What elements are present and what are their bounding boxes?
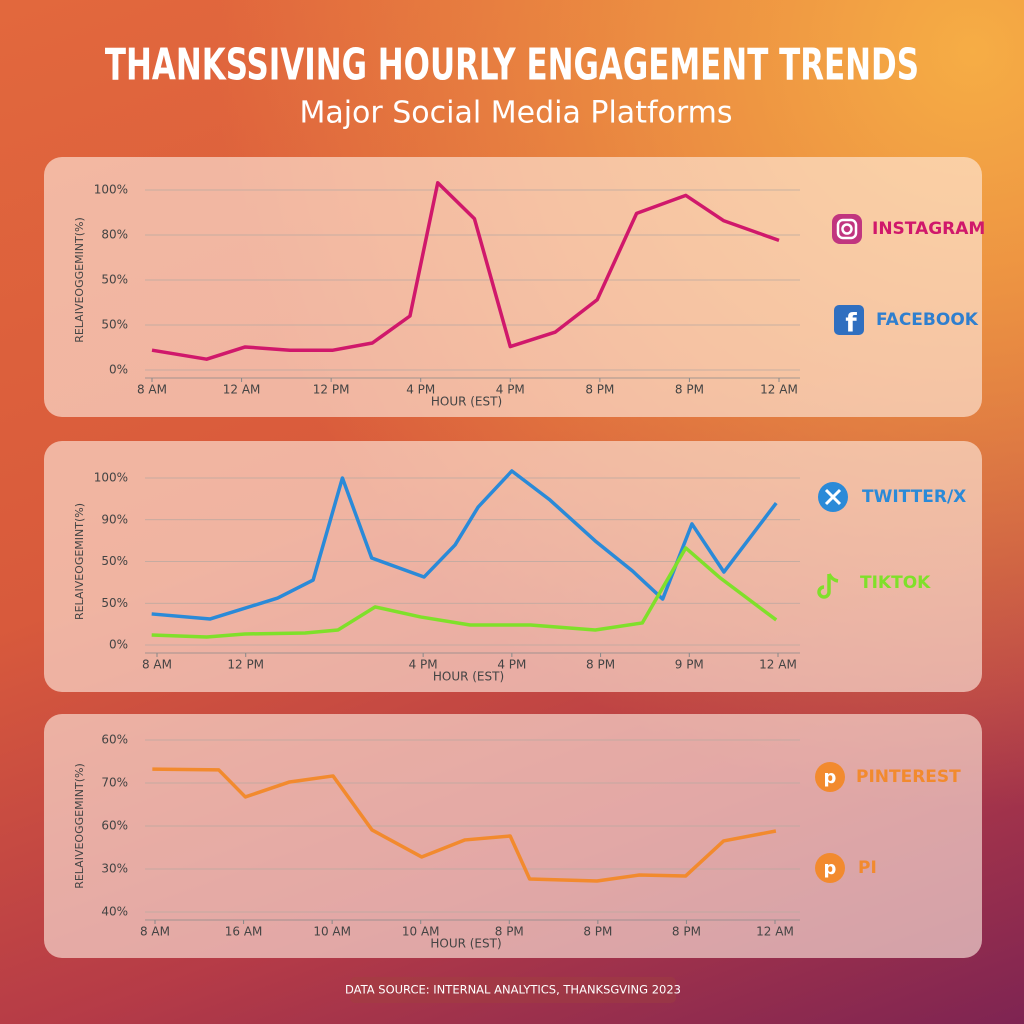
x-tick-label: 4 PM	[409, 658, 438, 672]
x-tick-label: 4 PM	[497, 658, 526, 672]
y-tick-label: 50%	[101, 554, 128, 568]
x-tick-label: 8 PM	[495, 925, 524, 939]
y-tick-label: 30%	[101, 862, 128, 876]
x-tick-label: 8 PM	[675, 383, 704, 397]
svg-text:p: p	[824, 858, 837, 879]
x-tick-label: 8 PM	[586, 658, 615, 672]
y-tick-label: 80%	[101, 228, 128, 242]
x-tick-label: 12 AM	[223, 383, 261, 397]
x-axis-label: HOUR (EST)	[431, 395, 502, 409]
line	[151, 181, 780, 361]
source-box	[350, 977, 676, 1003]
x-axis-label: HOUR (EST)	[430, 937, 501, 951]
x-tick-label: 12 PM	[313, 383, 350, 397]
y-axis-label: RELAIVEOGGEMINT(%)	[73, 217, 86, 343]
subtitle: Major Social Media Platforms	[299, 96, 732, 131]
x-tick-label: 4 PM	[496, 383, 525, 397]
x-tick-label: 12 AM	[760, 383, 798, 397]
x-tick-label: 8 PM	[585, 383, 614, 397]
x-tick-label: 8 AM	[137, 383, 167, 397]
y-tick-label: 0%	[109, 638, 128, 652]
line	[152, 767, 777, 883]
x-tick-label: 10 AM	[313, 925, 351, 939]
legend-label: INSTAGRAM	[872, 219, 985, 239]
svg-text:f: f	[845, 309, 857, 339]
y-tick-label: 90%	[101, 512, 128, 526]
y-tick-label: 50%	[101, 596, 128, 610]
x-axis-label: HOUR (EST)	[433, 670, 504, 684]
y-axis-label: RELAIVEOGEMINT(%)	[73, 503, 86, 620]
panel	[44, 714, 982, 958]
x-tick-label: 9 PM	[675, 658, 704, 672]
x-tick-label: 8 AM	[142, 658, 172, 672]
panel	[44, 157, 982, 417]
y-tick-label: 100%	[94, 183, 128, 197]
y-tick-label: 60%	[101, 819, 128, 833]
y-tick-label: 70%	[101, 776, 128, 790]
x-tick-label: 16 AM	[225, 925, 263, 939]
svg-text:p: p	[824, 767, 837, 788]
panel	[44, 441, 982, 692]
x-tick-label: 12 AM	[759, 658, 797, 672]
y-tick-label: 100%	[94, 471, 128, 485]
y-axis-label: RELAIVEOGGEMINT(%)	[73, 763, 86, 889]
line	[151, 546, 778, 639]
legend-label: PI	[858, 858, 877, 878]
y-tick-label: 40%	[101, 905, 128, 919]
y-tick-label: 50%	[101, 273, 128, 287]
x-tick-label: 10 AM	[402, 925, 440, 939]
x-tick-label: 8 PM	[672, 925, 701, 939]
title: THANKSSIVING HOURLY ENGAGEMENT TRENDS	[105, 40, 919, 91]
y-tick-label: 0%	[109, 363, 128, 377]
x-tick-label: 12 PM	[227, 658, 264, 672]
legend-label: PINTEREST	[856, 767, 961, 787]
legend-label: TWITTER/X	[862, 487, 966, 507]
legend-label: FACEBOOK	[876, 310, 979, 330]
legend-label: TIKTOK	[860, 573, 931, 593]
x-tick-label: 8 AM	[140, 925, 170, 939]
y-tick-label: 50%	[101, 318, 128, 332]
x-tick-label: 4 PM	[406, 383, 435, 397]
x-tick-label: 12 AM	[756, 925, 794, 939]
icons: f p p	[815, 214, 864, 883]
x-tick-label: 8 PM	[583, 925, 612, 939]
source: DATA SOURCE: INTERNAL ANALYTICS, THANKSG…	[345, 983, 681, 997]
y-tick-label: 60%	[101, 733, 128, 747]
